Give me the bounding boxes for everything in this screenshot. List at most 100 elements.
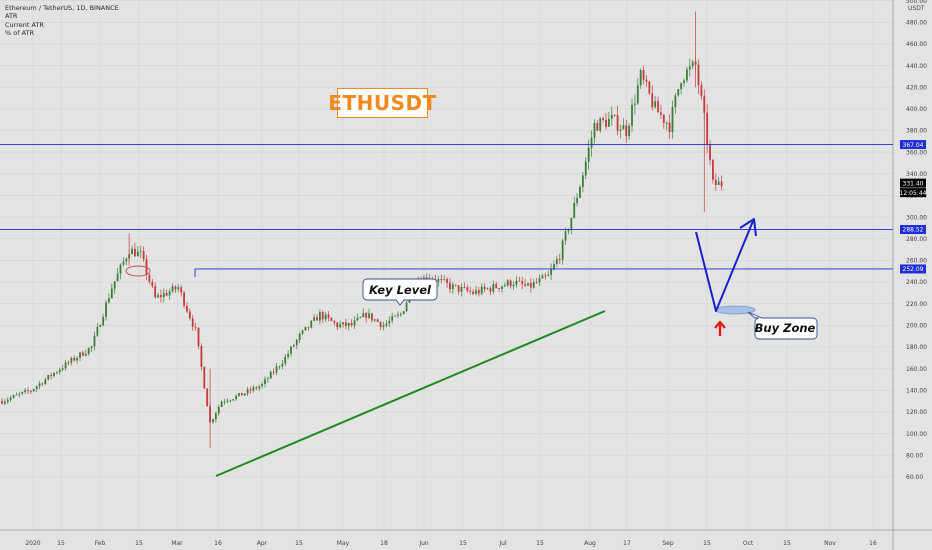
- candle-body: [220, 401, 223, 407]
- candle-body: [454, 284, 457, 286]
- candle-body: [558, 259, 561, 260]
- x-tick-label: Jun: [418, 540, 429, 547]
- candle-body: [584, 161, 587, 176]
- candle-body: [605, 119, 607, 127]
- candle-body: [660, 112, 662, 115]
- buy-zone-bubble: [747, 311, 818, 340]
- candle-body: [212, 419, 214, 423]
- key-level-callout[interactable]: Key Level: [362, 278, 438, 306]
- candle-body: [119, 264, 122, 274]
- candle-body: [350, 323, 353, 326]
- candle-body: [506, 280, 509, 286]
- candle-body: [287, 353, 290, 357]
- candle-body: [541, 275, 544, 279]
- y-tick-label: 220.00: [906, 301, 927, 308]
- candle-body: [402, 311, 405, 315]
- candle-body: [480, 286, 483, 294]
- candle-body: [183, 292, 185, 306]
- candle-body: [194, 326, 197, 328]
- candle-body: [76, 357, 79, 361]
- candle-body: [82, 352, 84, 356]
- last-price-tag: [900, 178, 926, 188]
- candle-body: [53, 372, 55, 377]
- candle-body: [596, 122, 599, 131]
- candle-body: [108, 298, 110, 303]
- candle-body: [486, 288, 489, 290]
- indicator-atr[interactable]: ATR: [5, 12, 18, 21]
- candle-body: [665, 122, 668, 124]
- candle-body: [544, 275, 547, 277]
- candle-body: [154, 286, 157, 298]
- key-level-label: Key Level: [369, 283, 432, 297]
- candle-body: [359, 317, 362, 318]
- top-highlight-ellipse[interactable]: [125, 265, 151, 277]
- grid: [0, 0, 893, 530]
- x-tick-label: Mar: [171, 540, 183, 547]
- candle-body: [391, 316, 394, 321]
- y-tick-label: 440.00: [906, 63, 927, 70]
- candle-body: [576, 197, 579, 203]
- candle-body: [636, 85, 639, 104]
- candle-body: [203, 366, 206, 389]
- candle-body: [67, 362, 70, 364]
- buy-zone-callout[interactable]: Buy Zone: [747, 311, 818, 340]
- candle-body: [47, 374, 50, 380]
- candle-body: [15, 394, 18, 396]
- candle-body: [680, 83, 683, 90]
- candle-body: [457, 285, 460, 292]
- y-tick-label: 400.00: [906, 106, 927, 113]
- candle-body: [373, 319, 376, 321]
- candle-body: [217, 406, 220, 414]
- candle-body: [330, 317, 333, 321]
- candle-body: [295, 339, 298, 346]
- candle-body: [174, 286, 177, 290]
- candle-body: [648, 81, 651, 94]
- candle-body: [527, 283, 529, 286]
- y-tick-label: 60.00: [906, 474, 923, 481]
- candle-body: [96, 326, 99, 336]
- candle-body: [712, 160, 714, 180]
- candle-body: [102, 316, 105, 326]
- candle-body: [266, 378, 269, 380]
- x-tick-label: 2020: [25, 540, 40, 547]
- indicator-current-atr[interactable]: Current ATR: [5, 20, 44, 29]
- candle-body: [451, 284, 454, 290]
- candle-body: [472, 291, 474, 294]
- candle-body: [61, 368, 64, 370]
- candle-body: [32, 389, 35, 391]
- projection-path[interactable]: [695, 220, 754, 312]
- candle-body: [99, 325, 102, 327]
- candle-body: [142, 251, 145, 260]
- candle-body: [477, 290, 480, 294]
- candle-body: [535, 282, 538, 284]
- candle-body: [466, 287, 469, 291]
- candle-body: [668, 122, 671, 133]
- candle-body: [608, 118, 610, 127]
- candle-body: [405, 302, 408, 312]
- candle-body: [186, 305, 188, 312]
- countdown-label: 12:05:44: [900, 190, 927, 197]
- candle-body: [93, 335, 96, 347]
- candle-body: [301, 330, 304, 334]
- candle-body: [529, 283, 532, 288]
- y-tick-label: 180.00: [906, 344, 927, 351]
- candle-body: [619, 129, 622, 131]
- candle-body: [84, 353, 87, 356]
- indicator-percent-atr[interactable]: % of ATR: [5, 28, 35, 37]
- candle-body: [90, 346, 93, 349]
- candle-body: [532, 282, 535, 288]
- candle-body: [269, 371, 272, 379]
- candle-body: [443, 279, 446, 280]
- candle-body: [18, 393, 21, 395]
- candle-body: [587, 147, 590, 162]
- ascending-trendline[interactable]: [215, 310, 606, 477]
- y-tick-label: 200.00: [906, 323, 927, 330]
- candle-body: [64, 362, 67, 369]
- candle-body: [12, 395, 15, 398]
- candle-body: [706, 112, 709, 146]
- candle-body: [616, 115, 619, 131]
- y-tick-label: 160.00: [906, 366, 927, 373]
- candle-body: [339, 324, 342, 328]
- symbol-title[interactable]: Ethereum / TetherUS, 1D, BINANCE: [5, 4, 119, 12]
